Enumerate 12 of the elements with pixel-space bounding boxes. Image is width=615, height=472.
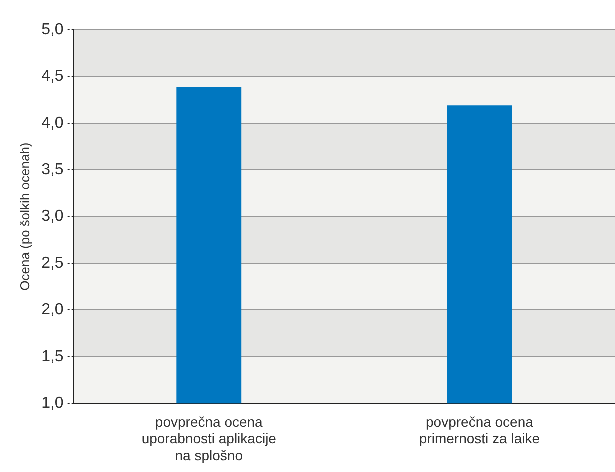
y-axis-title: Ocena (po šolkih ocenah) [17, 142, 32, 291]
y-tick-label: 5,0 [42, 21, 64, 38]
x-tick-label: povprečna ocena primernosti za laike [419, 414, 540, 447]
y-tick-label: 3,0 [42, 208, 64, 226]
y-tick-label: 4,5 [42, 68, 64, 86]
y-tick-label: 2,0 [42, 302, 64, 319]
y-tick-label: 1,0 [42, 395, 64, 412]
y-tick-label: 2,5 [42, 254, 64, 272]
y-tick-label: 1,5 [42, 348, 64, 366]
x-tick-label: povprečna ocena uporabnosti aplikacije na splošno [142, 414, 277, 464]
y-tick-label: 3,5 [42, 162, 64, 179]
y-tick-label: 4,0 [42, 114, 64, 132]
